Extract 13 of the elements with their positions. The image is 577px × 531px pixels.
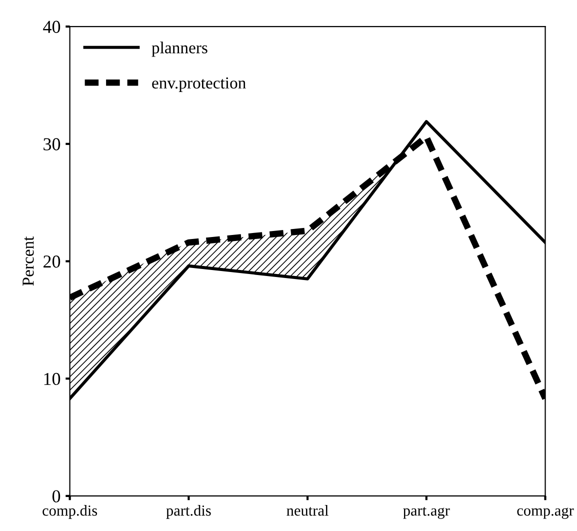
y-tick-label: 40 bbox=[43, 20, 60, 33]
legend-label: env.protection bbox=[152, 77, 246, 92]
y-tick-label: 30 bbox=[44, 138, 60, 150]
y-axis-title: Percent bbox=[22, 236, 34, 286]
x-tick-label: comp.dis bbox=[42, 504, 98, 519]
x-tick-label: neutral bbox=[286, 504, 328, 516]
x-tick-label: comp.agr bbox=[517, 508, 574, 519]
x-tick-label: part.agr bbox=[403, 506, 450, 519]
y-tick-label: 20 bbox=[44, 256, 60, 268]
legend-label: planners bbox=[152, 42, 208, 57]
y-tick-label: 10 bbox=[44, 372, 60, 386]
x-tick-label: part.dis bbox=[166, 504, 211, 519]
y-tick-label: 0 bbox=[52, 490, 60, 502]
